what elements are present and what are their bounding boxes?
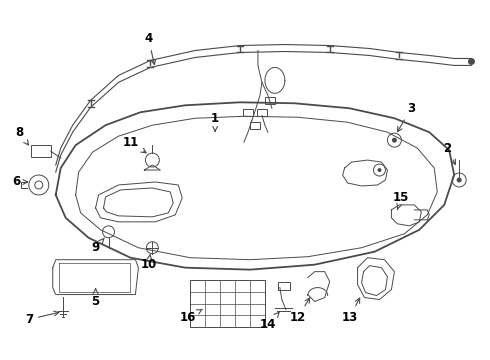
Text: 10: 10	[140, 255, 156, 271]
Bar	[31, 145, 51, 157]
Circle shape	[392, 138, 397, 143]
Text: 5: 5	[92, 289, 99, 308]
Bar	[278, 282, 290, 289]
Text: 11: 11	[122, 136, 146, 153]
Bar	[190, 280, 265, 328]
Text: 16: 16	[180, 309, 202, 324]
Text: 1: 1	[211, 112, 219, 131]
Text: 14: 14	[260, 312, 279, 331]
Text: 9: 9	[92, 238, 104, 254]
Circle shape	[457, 177, 462, 183]
Text: 4: 4	[144, 32, 156, 64]
Text: 13: 13	[342, 298, 360, 324]
Circle shape	[377, 168, 382, 172]
Text: 15: 15	[393, 192, 409, 210]
Bar	[257, 109, 267, 116]
Text: 3: 3	[397, 102, 416, 132]
Bar	[265, 97, 275, 104]
Text: 2: 2	[443, 141, 455, 165]
Bar	[243, 109, 253, 116]
Text: 6: 6	[13, 175, 27, 189]
Text: 12: 12	[290, 298, 310, 324]
Bar	[250, 122, 260, 129]
Text: 8: 8	[15, 126, 28, 145]
Text: 7: 7	[25, 311, 59, 326]
